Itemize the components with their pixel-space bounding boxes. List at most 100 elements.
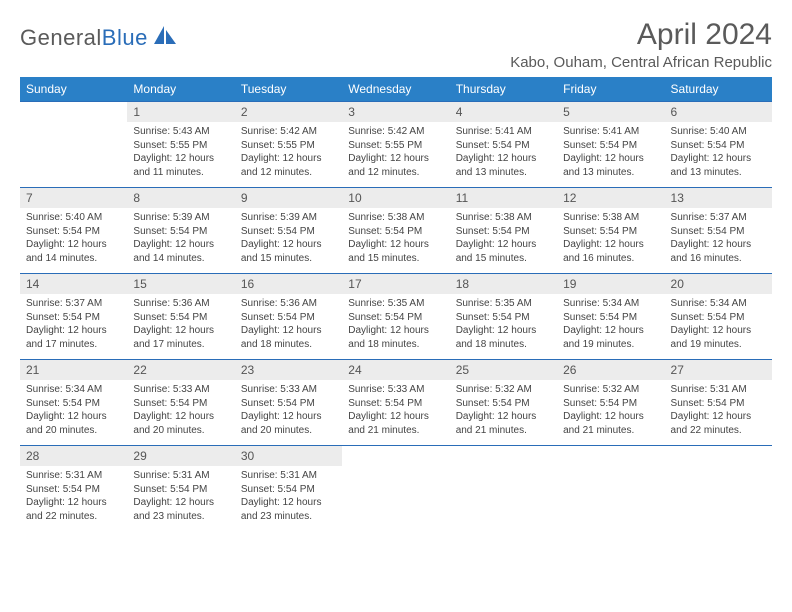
day-number: 15 [127, 274, 234, 294]
daylight: Daylight: 12 hours and 12 minutes. [241, 152, 336, 179]
day-body: Sunrise: 5:31 AMSunset: 5:54 PMDaylight:… [20, 466, 127, 529]
day-body: Sunrise: 5:37 AMSunset: 5:54 PMDaylight:… [665, 208, 772, 271]
sunset: Sunset: 5:54 PM [348, 397, 443, 411]
day-body: Sunrise: 5:40 AMSunset: 5:54 PMDaylight:… [20, 208, 127, 271]
day-body: Sunrise: 5:39 AMSunset: 5:54 PMDaylight:… [127, 208, 234, 271]
calendar-cell: 15Sunrise: 5:36 AMSunset: 5:54 PMDayligh… [127, 274, 234, 360]
calendar-cell: 30Sunrise: 5:31 AMSunset: 5:54 PMDayligh… [235, 446, 342, 532]
sunset: Sunset: 5:54 PM [671, 311, 766, 325]
sunset: Sunset: 5:55 PM [133, 139, 228, 153]
sunrise: Sunrise: 5:40 AM [26, 211, 121, 225]
calendar-week: 21Sunrise: 5:34 AMSunset: 5:54 PMDayligh… [20, 360, 772, 446]
sunrise: Sunrise: 5:31 AM [133, 469, 228, 483]
sunset: Sunset: 5:54 PM [26, 225, 121, 239]
day-body: Sunrise: 5:42 AMSunset: 5:55 PMDaylight:… [235, 122, 342, 185]
day-number: 21 [20, 360, 127, 380]
sunrise: Sunrise: 5:36 AM [241, 297, 336, 311]
day-number: 18 [450, 274, 557, 294]
day-number: 12 [557, 188, 664, 208]
month-title: April 2024 [510, 18, 772, 52]
calendar-cell: 28Sunrise: 5:31 AMSunset: 5:54 PMDayligh… [20, 446, 127, 532]
sunrise: Sunrise: 5:34 AM [26, 383, 121, 397]
calendar-cell: 26Sunrise: 5:32 AMSunset: 5:54 PMDayligh… [557, 360, 664, 446]
day-number: 3 [342, 102, 449, 122]
day-number: 10 [342, 188, 449, 208]
sunrise: Sunrise: 5:31 AM [671, 383, 766, 397]
calendar-cell: 17Sunrise: 5:35 AMSunset: 5:54 PMDayligh… [342, 274, 449, 360]
weekday-header: Friday [557, 77, 664, 102]
calendar-head: Sunday Monday Tuesday Wednesday Thursday… [20, 77, 772, 102]
sunrise: Sunrise: 5:41 AM [456, 125, 551, 139]
sunrise: Sunrise: 5:33 AM [348, 383, 443, 397]
sunrise: Sunrise: 5:31 AM [241, 469, 336, 483]
day-number: 4 [450, 102, 557, 122]
sunrise: Sunrise: 5:32 AM [563, 383, 658, 397]
calendar-cell: 10 Sunrise: 5:38 AMSunset: 5:54 PMDayligh… [342, 188, 449, 274]
day-number: 19 [557, 274, 664, 294]
day-body: Sunrise: 5:40 AMSunset: 5:54 PMDaylight:… [665, 122, 772, 185]
sunset: Sunset: 5:54 PM [26, 483, 121, 497]
day-number: 14 [20, 274, 127, 294]
sunset: Sunset: 5:54 PM [456, 225, 551, 239]
sunrise: Sunrise: 5:37 AM [26, 297, 121, 311]
daylight: Daylight: 12 hours and 18 minutes. [348, 324, 443, 351]
calendar-week: .1Sunrise: 5:43 AMSunset: 5:55 PMDayligh… [20, 102, 772, 188]
day-body: Sunrise: 5:34 AMSunset: 5:54 PMDaylight:… [557, 294, 664, 357]
calendar-cell: 5Sunrise: 5:41 AMSunset: 5:54 PMDaylight… [557, 102, 664, 188]
day-number: 13 [665, 188, 772, 208]
daylight: Daylight: 12 hours and 22 minutes. [26, 496, 121, 523]
day-body: Sunrise: 5:31 AMSunset: 5:54 PMDaylight:… [235, 466, 342, 529]
calendar-cell: . [665, 446, 772, 532]
daylight: Daylight: 12 hours and 13 minutes. [456, 152, 551, 179]
header: GeneralBlue April 2024 Kabo, Ouham, Cent… [20, 18, 772, 71]
daylight: Daylight: 12 hours and 15 minutes. [348, 238, 443, 265]
sunset: Sunset: 5:54 PM [26, 397, 121, 411]
sunset: Sunset: 5:54 PM [133, 225, 228, 239]
day-number: 2 [235, 102, 342, 122]
daylight: Daylight: 12 hours and 17 minutes. [26, 324, 121, 351]
calendar-table: Sunday Monday Tuesday Wednesday Thursday… [20, 77, 772, 532]
day-body: Sunrise: 5:36 AMSunset: 5:54 PMDaylight:… [127, 294, 234, 357]
sail-icon [152, 24, 178, 51]
day-number: 22 [127, 360, 234, 380]
sunrise: Sunrise: 5:31 AM [26, 469, 121, 483]
weekday-header: Sunday [20, 77, 127, 102]
daylight: Daylight: 12 hours and 23 minutes. [133, 496, 228, 523]
sunset: Sunset: 5:54 PM [348, 225, 443, 239]
calendar-cell: 6Sunrise: 5:40 AMSunset: 5:54 PMDaylight… [665, 102, 772, 188]
sunrise: Sunrise: 5:34 AM [671, 297, 766, 311]
day-body: Sunrise: 5:31 AMSunset: 5:54 PMDaylight:… [127, 466, 234, 529]
sunrise: Sunrise: 5:35 AM [348, 297, 443, 311]
day-body: Sunrise: 5:42 AMSunset: 5:55 PMDaylight:… [342, 122, 449, 185]
day-number: 28 [20, 446, 127, 466]
sunrise: Sunrise: 5:39 AM [133, 211, 228, 225]
daylight: Daylight: 12 hours and 16 minutes. [563, 238, 658, 265]
sunset: Sunset: 5:54 PM [133, 483, 228, 497]
daylight: Daylight: 12 hours and 11 minutes. [133, 152, 228, 179]
calendar-cell: 27Sunrise: 5:31 AMSunset: 5:54 PMDayligh… [665, 360, 772, 446]
calendar-cell: 7Sunrise: 5:40 AMSunset: 5:54 PMDaylight… [20, 188, 127, 274]
sunrise: Sunrise: 5:37 AM [671, 211, 766, 225]
daylight: Daylight: 12 hours and 14 minutes. [133, 238, 228, 265]
location: Kabo, Ouham, Central African Republic [510, 54, 772, 71]
day-body: Sunrise: 5:39 AMSunset: 5:54 PMDaylight:… [235, 208, 342, 271]
daylight: Daylight: 12 hours and 13 minutes. [563, 152, 658, 179]
sunset: Sunset: 5:54 PM [456, 139, 551, 153]
calendar-cell: 8Sunrise: 5:39 AMSunset: 5:54 PMDaylight… [127, 188, 234, 274]
sunrise: Sunrise: 5:38 AM [348, 211, 443, 225]
day-body: Sunrise: 5:36 AMSunset: 5:54 PMDaylight:… [235, 294, 342, 357]
calendar-cell: 19Sunrise: 5:34 AMSunset: 5:54 PMDayligh… [557, 274, 664, 360]
day-body: Sunrise: 5:37 AMSunset: 5:54 PMDaylight:… [20, 294, 127, 357]
sunrise: Sunrise: 5:41 AM [563, 125, 658, 139]
sunset: Sunset: 5:54 PM [133, 397, 228, 411]
calendar-cell: 16Sunrise: 5:36 AMSunset: 5:54 PMDayligh… [235, 274, 342, 360]
daylight: Daylight: 12 hours and 23 minutes. [241, 496, 336, 523]
sunset: Sunset: 5:54 PM [133, 311, 228, 325]
day-number: 7 [20, 188, 127, 208]
day-body: Sunrise: 5:32 AMSunset: 5:54 PMDaylight:… [557, 380, 664, 443]
sunrise: Sunrise: 5:35 AM [456, 297, 551, 311]
day-body: Sunrise: 5:41 AMSunset: 5:54 PMDaylight:… [450, 122, 557, 185]
sunrise: Sunrise: 5:42 AM [348, 125, 443, 139]
weekday-header: Tuesday [235, 77, 342, 102]
day-number: 23 [235, 360, 342, 380]
